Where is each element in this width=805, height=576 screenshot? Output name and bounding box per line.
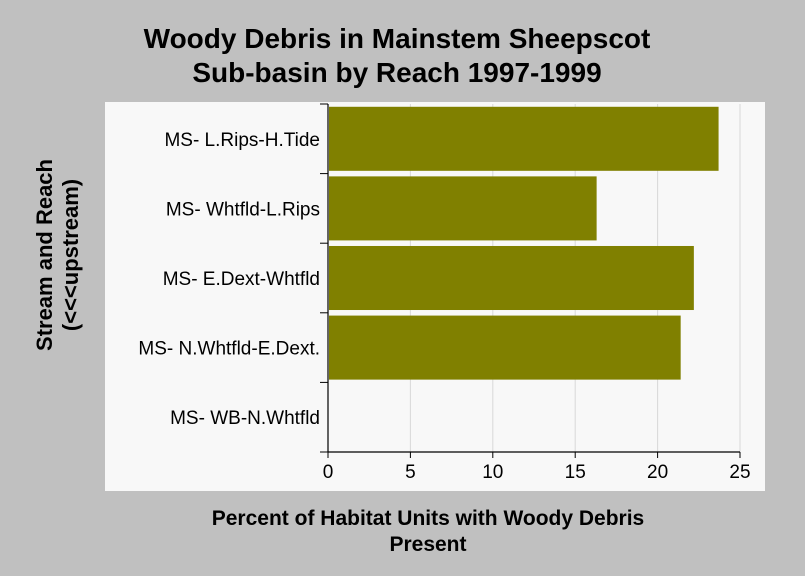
x-tick-label: 5 <box>405 462 416 483</box>
x-tick-label: 0 <box>323 462 334 483</box>
category-labels: MS- L.Rips-H.Tide MS- Whtfld-L.Rips MS- E.… <box>138 130 320 429</box>
bar <box>329 315 681 380</box>
x-tick-label: 20 <box>647 462 668 483</box>
category-label: MS- E.Dext-Whtfld <box>163 269 320 290</box>
x-axis-label-line-1: Percent of Habitat Units with Woody Debr… <box>212 507 645 530</box>
x-tick-label: 10 <box>482 462 503 483</box>
category-label: MS- N.Whtfld-E.Dext. <box>138 339 320 360</box>
x-tick-label: 25 <box>729 462 750 483</box>
chart-title-line-1: Woody Debris in Mainstem Sheepscot <box>144 23 651 54</box>
x-axis-label-line-2: Present <box>389 533 466 556</box>
axes <box>320 103 741 458</box>
bar <box>329 106 719 171</box>
x-tick-label: 15 <box>565 462 586 483</box>
y-axis-label-line-1: Stream and Reach <box>32 159 57 351</box>
bar <box>329 176 597 241</box>
bars <box>329 106 719 380</box>
tick-labels: 0 5 10 15 20 25 <box>323 462 751 483</box>
y-axis-label-line-2: (<<<upstream) <box>58 179 83 331</box>
category-label: MS- Whtfld-L.Rips <box>166 199 320 220</box>
category-label: MS- WB-N.Whtfld <box>170 408 320 429</box>
bar <box>329 245 694 311</box>
category-label: MS- L.Rips-H.Tide <box>164 130 320 151</box>
chart-title-line-2: Sub-basin by Reach 1997-1999 <box>192 57 601 88</box>
